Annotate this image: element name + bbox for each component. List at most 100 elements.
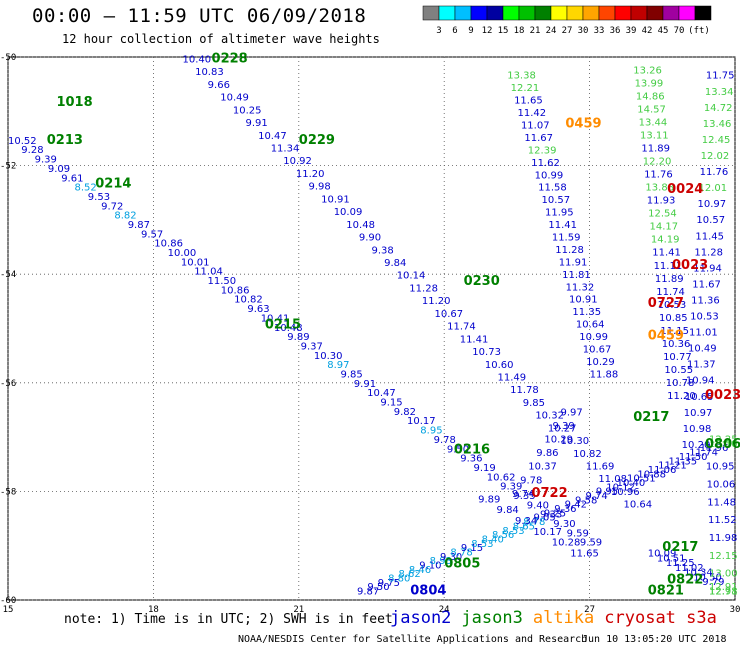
colorbar-label: 36 [610, 26, 621, 36]
swh-value: 10.48 [274, 323, 303, 334]
swh-value: 9.90 [359, 233, 381, 244]
swh-value: 11.91 [559, 257, 588, 268]
swh-value: 8.95 [420, 426, 442, 437]
swh-value: 9.66 [208, 80, 230, 91]
swh-value: 11.15 [660, 326, 689, 337]
swh-value: 9.87 [128, 220, 150, 231]
swh-value: 11.76 [700, 167, 729, 178]
swh-value: 10.99 [579, 332, 608, 343]
swh-value: 13.34 [705, 87, 734, 98]
swh-value: 9.58 [575, 495, 597, 506]
swh-value: 11.52 [708, 515, 737, 526]
swh-value: 11.21 [658, 461, 687, 472]
pass-label: 0216 [454, 442, 490, 457]
swh-value: 11.28 [555, 245, 584, 256]
legend-cryosat: cryosat s3a [604, 608, 717, 628]
swh-value: 10.73 [472, 347, 501, 358]
map-title: 00:00 – 11:59 UTC 06/09/2018 [32, 5, 367, 27]
swh-value: 11.50 [679, 452, 708, 463]
units-note: note: 1) Time is in UTC; 2) SWH is in fe… [64, 612, 393, 627]
swh-value: 9.85 [341, 369, 363, 380]
swh-value: 9.89 [287, 332, 309, 343]
swh-value: 11.98 [709, 533, 738, 544]
pass-label: 0023 [672, 258, 708, 273]
swh-value: 11.42 [518, 108, 547, 119]
colorbar-label: 42 [642, 26, 653, 36]
swh-value: 10.62 [487, 472, 516, 483]
swh-value: 10.88 [637, 469, 666, 480]
swh-value: 11.96 [700, 443, 729, 454]
swh-value: 10.47 [367, 388, 396, 399]
swh-value: 10.50 [693, 572, 722, 583]
lat-tick-label: -56 [0, 379, 16, 389]
swh-value: 11.67 [524, 133, 553, 144]
swh-value: 10.17 [407, 416, 436, 427]
swh-value: 8.80 [388, 574, 410, 585]
swh-value: 9.74 [512, 489, 534, 500]
swh-value: 12.25 [709, 435, 738, 446]
swh-value: 8.65 [513, 521, 535, 532]
swh-value: 11.45 [695, 231, 724, 242]
pass-label: 0821 [648, 584, 684, 599]
swh-value: 13.11 [640, 130, 669, 141]
swh-value: 8.78 [523, 517, 545, 528]
swh-value: 10.65 [685, 392, 714, 403]
swh-value: 10.09 [648, 549, 677, 560]
swh-value: 11.28 [409, 283, 438, 294]
colorbar-label: 12 [482, 26, 493, 36]
swh-value: 10.60 [485, 360, 514, 371]
swh-value: 10.30 [561, 436, 590, 447]
legend-jason3: jason3 [461, 608, 523, 628]
swh-value: 8.82 [114, 211, 136, 222]
pass-label: 0023 [705, 388, 740, 403]
plot-frame [7, 56, 736, 601]
swh-value: 9.42 [565, 500, 587, 511]
swh-value: 10.82 [234, 295, 263, 306]
swh-value: 10.99 [535, 170, 564, 181]
swh-value: 11.48 [707, 497, 736, 508]
swh-value: 11.89 [641, 143, 670, 154]
legend-jason2: jason2 [390, 608, 452, 628]
colorbar-label: 9 [468, 26, 473, 36]
swh-value: 10.41 [261, 313, 290, 324]
altimeter-track: 10.95 10.06 11.48 11.52 11.98 12.15 13.00 12.91 [706, 462, 738, 598]
swh-value: 10.94 [686, 376, 715, 387]
lon-tick-label: 27 [584, 605, 595, 615]
lat-tick-label: -50 [0, 53, 16, 63]
swh-value: 12.54 [648, 209, 677, 220]
pass-label: 0459 [648, 328, 684, 343]
pass-label: 0805 [444, 556, 480, 571]
swh-value: 10.01 [181, 257, 210, 268]
swh-value: 10.77 [663, 352, 692, 363]
swh-value: 8.62 [399, 569, 421, 580]
swh-value: 9.36 [554, 504, 576, 515]
swh-value: 11.95 [545, 208, 574, 219]
lon-tick-label: 18 [148, 605, 159, 615]
swh-value: 11.75 [706, 71, 735, 82]
lat-tick-label: -60 [0, 596, 16, 606]
swh-value: 13.00 [709, 569, 738, 580]
colorbar-swatch [694, 5, 712, 21]
swh-value: 9.34 [515, 516, 537, 527]
swh-value: 9.63 [247, 304, 269, 315]
legend-altika: altika [532, 608, 595, 628]
altimeter-track: 10.0910.5111.2511.0210.3410.509.7912.911… [648, 549, 738, 598]
swh-value: 11.93 [647, 196, 676, 207]
swh-value: 9.85 [523, 398, 545, 409]
pass-label: 0229 [299, 133, 335, 148]
swh-value: 9.78 [520, 475, 542, 486]
swh-value: 9.57 [141, 229, 163, 240]
pass-label: 0217 [662, 540, 698, 555]
swh-value: 9.19 [474, 463, 496, 474]
swh-value: 9.50 [367, 582, 389, 593]
swh-value: 12.10 [709, 439, 738, 450]
swh-value: 8.53 [471, 539, 493, 550]
swh-value: 10.34 [684, 568, 713, 579]
swh-value: 10.32 [535, 411, 564, 422]
swh-value: 10.96 [611, 487, 640, 498]
lon-tick-label: 30 [730, 605, 740, 615]
swh-value: 9.61 [61, 173, 83, 184]
swh-value: 10.57 [542, 195, 571, 206]
pass-label: 0217 [633, 410, 669, 425]
swh-value: 10.30 [314, 351, 343, 362]
